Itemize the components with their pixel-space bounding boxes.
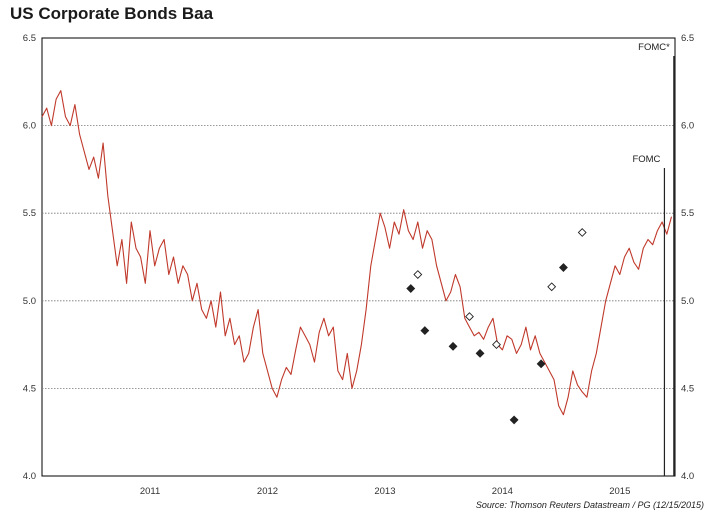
y-tick-label-left: 4.5 (23, 383, 36, 394)
x-tick-label: 2011 (140, 486, 160, 497)
event-marker-open (492, 340, 501, 350)
marker-layer (406, 228, 587, 425)
y-tick-label-left: 5.0 (23, 296, 36, 307)
y-tick-label-left: 5.5 (23, 208, 36, 219)
y-tick-label-right: 5.5 (681, 208, 694, 219)
event-marker-open (577, 228, 587, 237)
fomc-label: FOMC* (638, 42, 670, 53)
event-marker-open (465, 312, 474, 322)
event-marker-open (413, 270, 423, 279)
y-tick-label-right: 4.5 (681, 383, 694, 394)
event-marker-filled (509, 415, 519, 425)
x-axis: 2011 2012 2013 2014 2015 (140, 486, 631, 497)
y-tick-label-right: 5.0 (681, 296, 694, 307)
y-tick-label-right: 6.0 (681, 121, 694, 132)
y-axis-right: 4.0 4.5 5.0 5.5 6.0 6.5 (681, 33, 694, 482)
plot-frame (41, 37, 676, 477)
x-tick-label: 2012 (257, 486, 278, 497)
y-tick-label-left: 4.0 (23, 471, 36, 482)
event-marker-filled (558, 263, 568, 272)
event-marker-filled (475, 348, 485, 358)
chart-title: US Corporate Bonds Baa (10, 4, 214, 23)
y-tick-label-right: 4.0 (681, 471, 694, 482)
x-tick-label: 2015 (609, 486, 630, 497)
event-marker-open (547, 282, 557, 292)
event-marker-filled (448, 341, 458, 351)
annotation-layer: FOMC* FOMC (632, 42, 675, 476)
series-layer (41, 90, 673, 416)
y-tick-label-right: 6.5 (681, 33, 694, 44)
fomc-label: FOMC (632, 154, 660, 165)
source-note: Source: Thomson Reuters Datastream / PG … (475, 500, 704, 510)
event-marker-filled (406, 284, 416, 293)
y-axis-left: 4.0 4.5 5.0 5.5 6.0 6.5 (23, 33, 36, 482)
event-marker-filled (536, 359, 546, 369)
x-tick-label: 2013 (374, 486, 395, 497)
series-line-baa-yield (41, 90, 673, 416)
y-tick-label-left: 6.5 (23, 33, 36, 44)
x-tick-label: 2014 (492, 486, 513, 497)
y-tick-label-left: 6.0 (23, 121, 36, 132)
grid-layer (42, 125, 675, 389)
event-marker-filled (420, 326, 430, 336)
